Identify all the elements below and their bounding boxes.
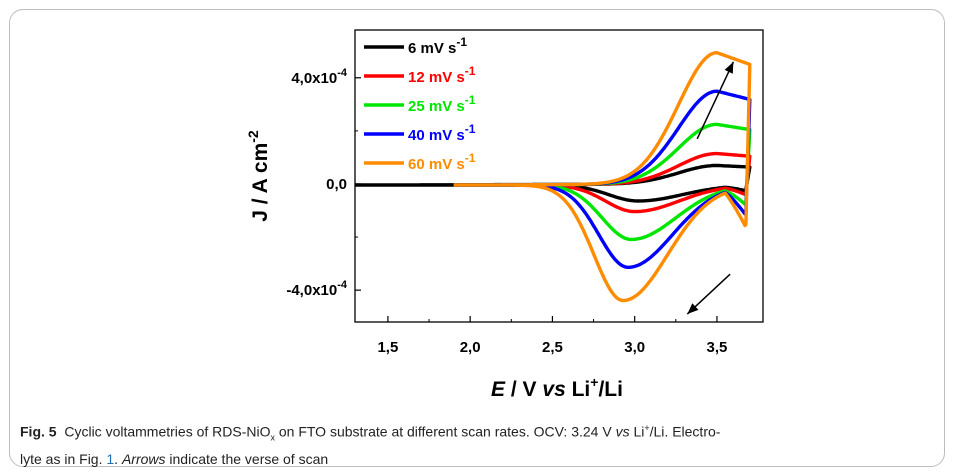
y-axis-label-main: J / A cm <box>249 143 272 222</box>
caption-text-3: Li <box>629 423 645 440</box>
x-axis-label-E: E <box>491 378 506 401</box>
series-line-3 <box>453 89 752 269</box>
caption-arrows: Arrows <box>121 451 166 468</box>
scan-arrow-0 <box>696 61 735 140</box>
x-axis-label: E / V vs Li+/Li <box>491 374 623 401</box>
plot-frame <box>354 29 764 323</box>
x-axis-label-end: /Li <box>598 378 623 401</box>
legend: 6 mV s-1 12 mV s-1 25 mV s-1 40 mV s-1 60 mV… <box>364 35 476 173</box>
y-axis-label-sup: -2 <box>245 130 261 143</box>
x-axis-ticks: 1,5 2,0 2,5 3,0 3,5 <box>377 316 727 356</box>
figure-caption: Fig. 5 Cyclic voltammetries of RDS-NiOx … <box>20 417 945 470</box>
caption-sup: + <box>644 423 650 433</box>
cv-curves <box>354 51 752 303</box>
legend-label-3: 40 mV s-1 <box>408 122 476 144</box>
x-axis-label-li: Li <box>566 378 591 401</box>
caption-text-2: on FTO substrate at different scan rates… <box>274 423 616 440</box>
x-tick-label-2: 2,5 <box>542 339 563 356</box>
scan-arrow-head-0 <box>724 61 734 74</box>
legend-label-1: 12 mV s-1 <box>408 64 476 86</box>
x-tick-label-0: 1,5 <box>377 339 398 356</box>
cv-chart: 1,5 2,0 2,5 3,0 3,5 4,0x10-4 0,0 -4,0x10-4 6 m… <box>245 29 764 401</box>
x-axis-label-sup: + <box>590 374 598 390</box>
caption-vs: vs <box>615 423 630 440</box>
caption-text-7: indicate the verse of scan <box>165 451 329 468</box>
caption-sub: x <box>270 432 275 443</box>
figure-frame <box>9 9 945 467</box>
scan-arrows <box>686 61 735 315</box>
x-tick-label-1: 2,0 <box>460 339 481 356</box>
caption-text-5: lyte as in Fig. <box>20 451 107 468</box>
caption-text-1: Cyclic voltammetries of RDS-NiO <box>64 423 271 440</box>
y-axis-ticks: 4,0x10-4 0,0 -4,0x10-4 <box>286 67 361 299</box>
x-axis-label-mid: / V <box>505 378 542 401</box>
y-axis-label: J / A cm-2 <box>245 130 272 222</box>
series-line-4 <box>453 51 752 303</box>
x-tick-label-3: 3,0 <box>624 339 645 356</box>
scan-arrow-head-1 <box>687 303 699 315</box>
caption-fig-ref-link[interactable]: 1 <box>106 451 115 468</box>
x-axis-label-vs: vs <box>542 378 565 401</box>
caption-text-4: /Li. Electro- <box>649 423 721 440</box>
y-tick-label-2: -4,0x10-4 <box>286 279 348 299</box>
x-tick-label-4: 3,5 <box>707 339 728 356</box>
caption-text-6: . <box>114 451 122 468</box>
legend-label-4: 60 mV s-1 <box>408 151 476 173</box>
y-tick-label-0: 4,0x10-4 <box>291 67 348 87</box>
y-tick-label-1: 0,0 <box>326 176 347 193</box>
legend-label-0: 6 mV s-1 <box>408 35 467 57</box>
caption-label: Fig. 5 <box>20 423 57 440</box>
legend-label-2: 25 mV s-1 <box>408 93 476 115</box>
